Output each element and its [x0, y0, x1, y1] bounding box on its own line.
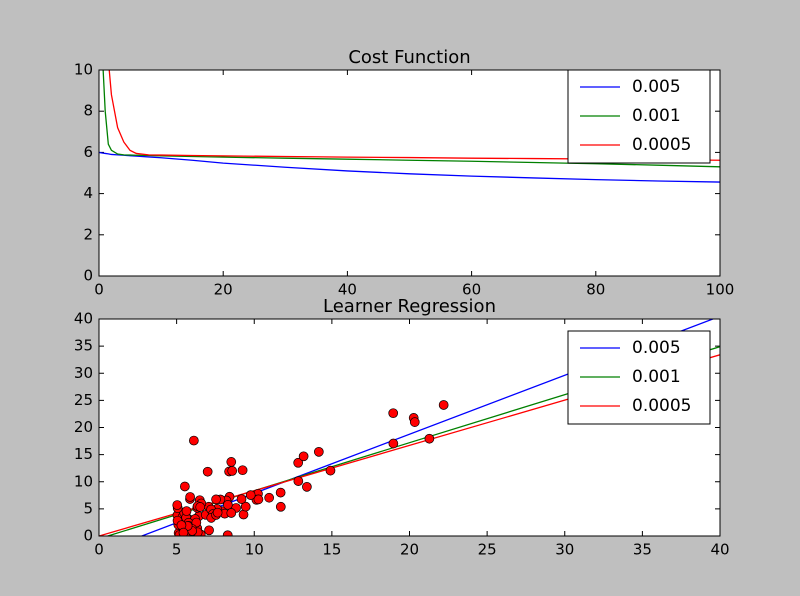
x-tick-label: 60: [462, 281, 481, 299]
legend-label: 0.005: [632, 338, 681, 358]
x-tick-label: 0: [94, 281, 104, 299]
y-tick-label: 25: [74, 391, 93, 409]
y-tick-label: 10: [74, 61, 93, 79]
scatter-point: [424, 433, 435, 444]
scatter-point: [275, 501, 286, 512]
x-tick-label: 80: [586, 281, 605, 299]
x-tick-label: 40: [338, 281, 357, 299]
y-tick-label: 0: [83, 527, 93, 545]
scatter-point: [302, 481, 312, 492]
axes-frame: [98, 69, 721, 277]
scatter-point: [388, 408, 399, 419]
x-tick-label: 5: [172, 541, 182, 559]
x-tick-label: 10: [245, 541, 264, 559]
chart-title: Learner Regression: [323, 296, 496, 317]
series-line: [102, 70, 720, 168]
scatter-point: [172, 500, 183, 510]
y-tick-label: 30: [74, 364, 93, 382]
x-tick-label: 0: [94, 541, 104, 559]
scatter-point: [195, 502, 206, 512]
scatter-point: [253, 494, 264, 505]
x-tick-label: 40: [710, 541, 729, 559]
scatter-point: [189, 435, 199, 446]
x-tick-label: 30: [555, 541, 574, 559]
scatter-point: [245, 490, 256, 500]
axes: Learner Regression 0 5 10 15 20 25 30 35 40 0 5 10 15…: [74, 296, 730, 559]
scatter-point: [227, 466, 238, 476]
scatter-point: [226, 457, 237, 467]
scatter-point: [193, 539, 202, 548]
scatter-point: [226, 508, 237, 518]
y-tick-label: 0: [83, 267, 93, 285]
series-line: [99, 151, 720, 183]
chart-title: Cost Function: [348, 47, 470, 68]
y-tick-label: 15: [74, 445, 93, 463]
scatter-point: [264, 492, 275, 503]
x-tick-label: 20: [400, 541, 419, 559]
legend-label: 0.001: [632, 106, 681, 126]
x-tick-label: 100: [706, 281, 735, 299]
scatter-point: [293, 457, 304, 468]
x-tick-label: 25: [478, 541, 497, 559]
legend-label: 0.0005: [632, 135, 691, 155]
scatter-point: [185, 492, 195, 502]
y-tick-label: 6: [83, 143, 93, 161]
scatter-point: [223, 500, 233, 510]
x-tick-label: 20: [214, 281, 233, 299]
scatter-point: [313, 447, 324, 457]
plot: [99, 319, 720, 548]
y-tick-label: 2: [83, 225, 93, 243]
scatter-point: [180, 481, 190, 492]
scatter-point: [388, 438, 399, 449]
scatter-point: [409, 417, 420, 427]
scatter-point: [204, 525, 214, 536]
scatter-point: [236, 494, 247, 504]
scatter-point: [202, 466, 213, 477]
axes-frame: [98, 318, 721, 537]
y-tick-label: 10: [74, 472, 93, 490]
scatter-point: [438, 400, 449, 410]
scatter-point: [237, 465, 248, 476]
y-tick-label: 4: [83, 184, 93, 202]
scatter-point: [293, 476, 304, 486]
x-tick-label: 15: [322, 541, 341, 559]
scatter-point: [275, 487, 286, 498]
plot: [99, 70, 720, 183]
series-line: [108, 70, 720, 161]
scatter-point: [222, 530, 233, 536]
legend: 0.005 0.001 0.0005: [567, 330, 711, 425]
scatter-point: [181, 506, 192, 516]
scatter-point: [212, 507, 223, 518]
y-tick-label: 20: [74, 418, 93, 436]
scatter-point: [298, 451, 309, 462]
scatter-point: [240, 501, 251, 512]
x-tick-label: 35: [633, 541, 652, 559]
legend-label: 0.005: [632, 77, 681, 97]
y-tick-label: 8: [83, 102, 93, 120]
y-tick-label: 35: [74, 337, 93, 355]
legend-label: 0.0005: [632, 396, 691, 416]
y-tick-label: 5: [83, 499, 93, 517]
scatter-point: [178, 527, 189, 536]
legend-label: 0.001: [632, 367, 681, 387]
legend: 0.005 0.001 0.0005: [567, 69, 711, 164]
legend-box: [567, 69, 711, 164]
scatter-point: [211, 494, 221, 505]
y-tick-label: 40: [74, 310, 93, 328]
scatter-point: [325, 465, 336, 476]
